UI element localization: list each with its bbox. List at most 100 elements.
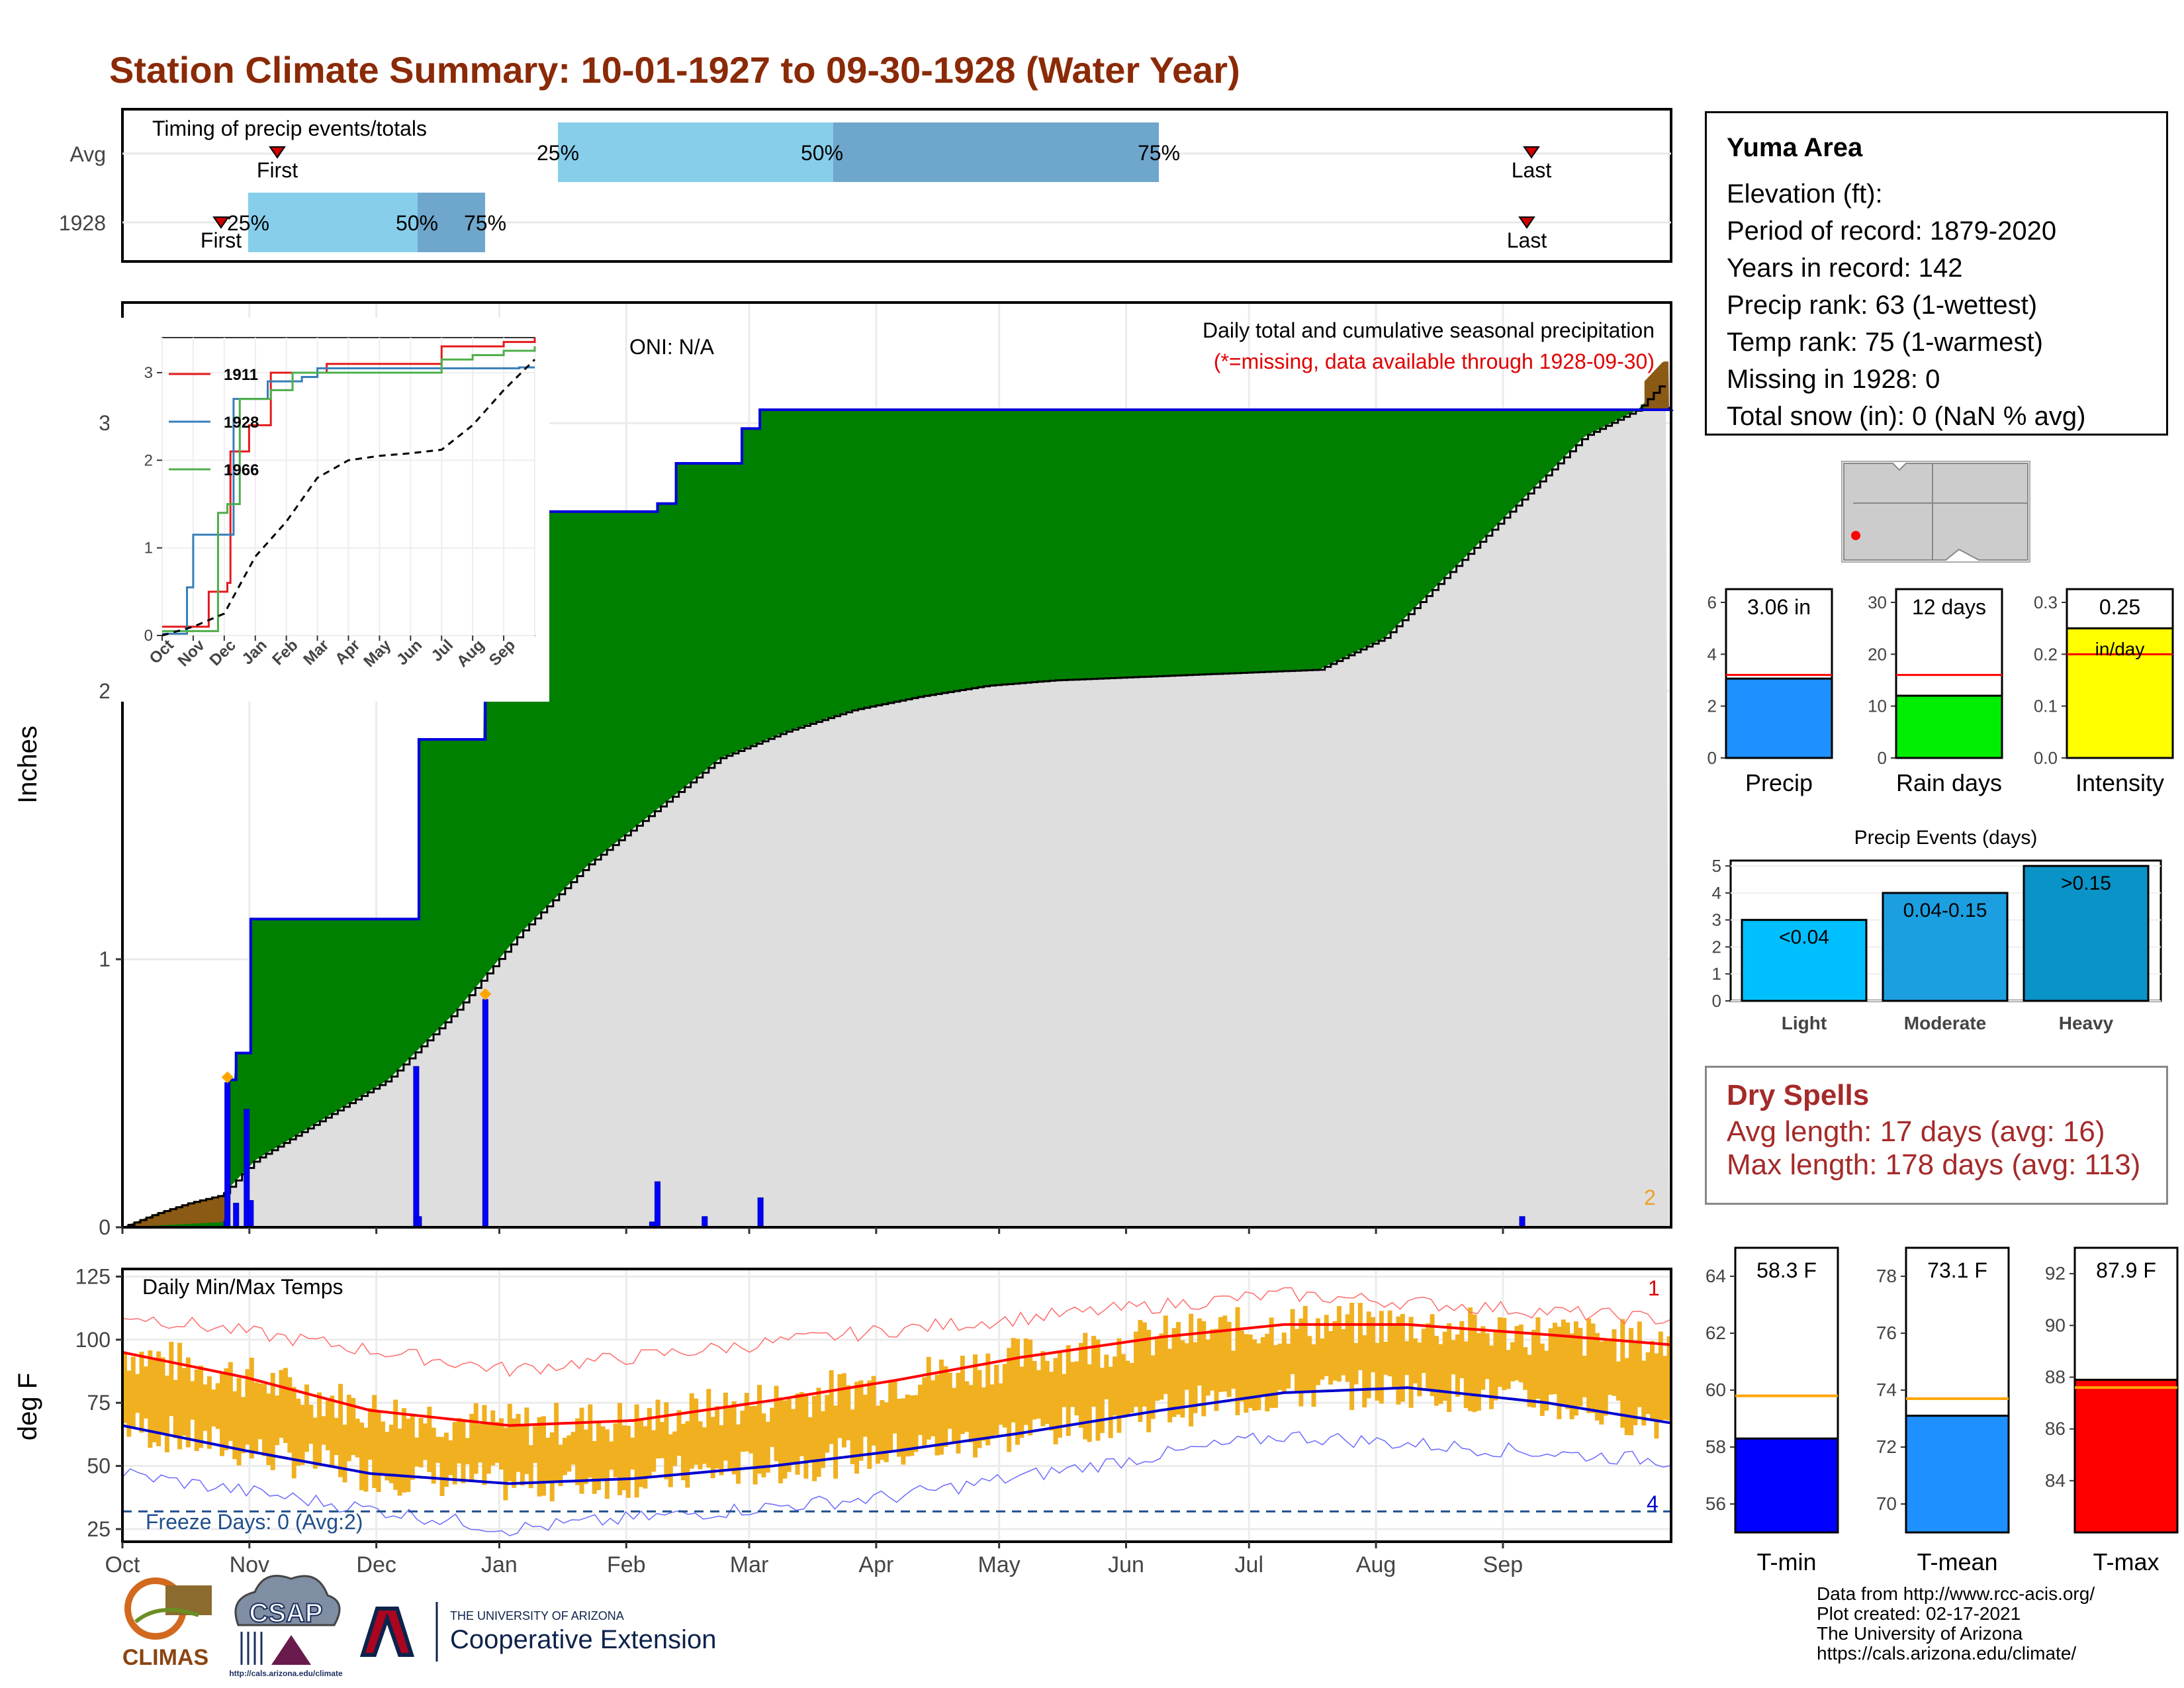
temp-daily-bar — [401, 1408, 406, 1493]
temp-daily-bar — [1036, 1370, 1041, 1419]
temp-daily-bar — [1032, 1361, 1037, 1420]
temp-daily-bar — [829, 1370, 834, 1444]
temp-daily-bar — [520, 1425, 525, 1486]
temp-daily-bar — [1074, 1361, 1079, 1416]
temp-daily-bar — [397, 1429, 402, 1496]
temp-daily-bar — [1463, 1341, 1469, 1409]
station-years: Years in record: 142 — [1727, 254, 1963, 283]
temp-daily-bar — [381, 1421, 385, 1475]
temp-daily-bar — [1366, 1311, 1371, 1399]
precip-y-axis-label: Inches — [13, 726, 42, 804]
temp-daily-bar — [279, 1370, 284, 1438]
temp-daily-bar — [206, 1376, 212, 1449]
temp-daily-bar — [998, 1383, 1003, 1425]
temp-daily-bar — [905, 1394, 910, 1457]
temp-daily-bar — [1205, 1339, 1210, 1396]
temp-daily-bar — [160, 1357, 165, 1434]
temp-daily-bar — [257, 1383, 263, 1440]
csap-logo-text: CSAP — [249, 1599, 322, 1628]
temp-daily-bar — [1163, 1315, 1168, 1394]
temp-daily-bar — [676, 1410, 682, 1456]
temp-daily-bar — [249, 1358, 254, 1459]
temp-daily-bar — [1539, 1343, 1545, 1416]
tmax-tick-label-92: 92 — [2045, 1263, 2066, 1284]
precip-daily-bar-11 — [757, 1197, 764, 1228]
temp-daily-bar — [148, 1350, 153, 1448]
precip-missing-note: (*=missing, data available through 1928-… — [1214, 350, 1655, 373]
temp-daily-bar — [943, 1366, 948, 1447]
temp-daily-bar — [1447, 1323, 1452, 1413]
temp-daily-bar — [139, 1351, 144, 1433]
month-label-Feb: Feb — [607, 1552, 646, 1577]
temp-daily-bar — [1341, 1329, 1346, 1376]
temp-daily-bar — [1307, 1336, 1312, 1393]
temp-daily-bar — [325, 1400, 330, 1450]
temp-daily-bar — [727, 1405, 733, 1470]
precip-tick-label-0: 0 — [1707, 748, 1717, 768]
temp-daily-bar — [1345, 1314, 1350, 1382]
temp-daily-bar — [185, 1357, 191, 1448]
intensity-tick-label-0.0: 0.0 — [2034, 748, 2058, 768]
precip-legend-title: Daily total and cumulative seasonal prec… — [1203, 318, 1655, 342]
timing-avg-p75: 75% — [1138, 141, 1180, 165]
temp-daily-bar — [1362, 1335, 1367, 1408]
temp-daily-bar — [1400, 1313, 1405, 1402]
temp-daily-bar — [981, 1387, 986, 1441]
temp-high-record-count: 1 — [1648, 1276, 1660, 1300]
summary-bar-charts: 0 2 4 6 3.06 in Precip 0 10 20 30 12 days Rain days… — [1707, 588, 2174, 796]
temp-daily-bar — [1269, 1317, 1274, 1408]
temp-daily-bar — [245, 1369, 250, 1445]
tmax-axis-label: T-max — [2093, 1548, 2159, 1575]
events-tick-label-1: 1 — [1712, 964, 1721, 984]
temp-daily-bar — [1298, 1318, 1304, 1407]
temp-daily-bar — [1108, 1366, 1113, 1438]
temp-daily-bar — [355, 1419, 360, 1458]
events-bar-label-light: <0.04 — [1779, 927, 1829, 949]
temp-daily-bar — [926, 1356, 931, 1440]
temp-daily-bar — [1201, 1321, 1206, 1417]
station-missing: Missing in 1928: 0 — [1727, 365, 1940, 394]
temp-daily-bar — [300, 1405, 305, 1466]
precip-tick-label-4: 4 — [1707, 644, 1717, 664]
temp-daily-bar — [740, 1410, 745, 1452]
temp-daily-bar — [1129, 1363, 1134, 1413]
temp-daily-bar — [1239, 1330, 1244, 1402]
temp-daily-bar — [634, 1404, 639, 1498]
temp-daily-bar — [473, 1403, 478, 1474]
temp-daily-bar — [1438, 1344, 1443, 1404]
temp-daily-bar — [1189, 1313, 1194, 1427]
temp-daily-bar — [143, 1366, 148, 1419]
temp-daily-bar — [579, 1407, 584, 1494]
temp-daily-bar — [486, 1423, 491, 1474]
temp-y-axis-label: deg F — [13, 1373, 42, 1440]
temp-daily-bar — [1302, 1305, 1308, 1391]
temp-daily-bar — [291, 1387, 296, 1479]
locator-map — [1841, 461, 2030, 563]
inset-series-avg — [161, 359, 536, 637]
temp-daily-bar — [287, 1377, 293, 1453]
temp-daily-bar — [994, 1364, 999, 1435]
oni-label: ONI: N/A — [629, 335, 715, 359]
station-precip-rank: Precip rank: 63 (1-wettest) — [1727, 291, 2038, 320]
inset-legend-label-1911: 1911 — [224, 366, 258, 384]
temp-daily-bar — [567, 1435, 572, 1472]
temp-daily-bar — [841, 1373, 846, 1448]
temp-daily-bar — [1527, 1354, 1532, 1407]
events-tick-label-5: 5 — [1712, 856, 1721, 876]
temp-daily-bar — [880, 1399, 885, 1460]
temp-ytick-label-25: 25 — [87, 1517, 111, 1541]
temp-daily-bar — [931, 1380, 936, 1436]
temp-daily-bar — [122, 1352, 127, 1423]
events-bar-label-moderate: 0.04-0.15 — [1903, 900, 1987, 921]
timing-avg-bar-50-75 — [833, 122, 1159, 182]
tmin-value-label: 58.3 F — [1756, 1258, 1817, 1282]
temp-daily-bar — [639, 1418, 643, 1487]
precip-corner-number: 2 — [1644, 1186, 1656, 1209]
temp-daily-bar — [850, 1409, 855, 1464]
temp-daily-bar — [1019, 1366, 1024, 1438]
temp-daily-bar — [1484, 1333, 1490, 1380]
precip-tick-label-2: 2 — [1707, 696, 1717, 716]
temp-daily-bar — [1155, 1337, 1160, 1401]
month-axis: Oct Nov Dec Jan Feb Mar Apr May Jun Jul Aug Sep — [105, 1542, 1523, 1577]
